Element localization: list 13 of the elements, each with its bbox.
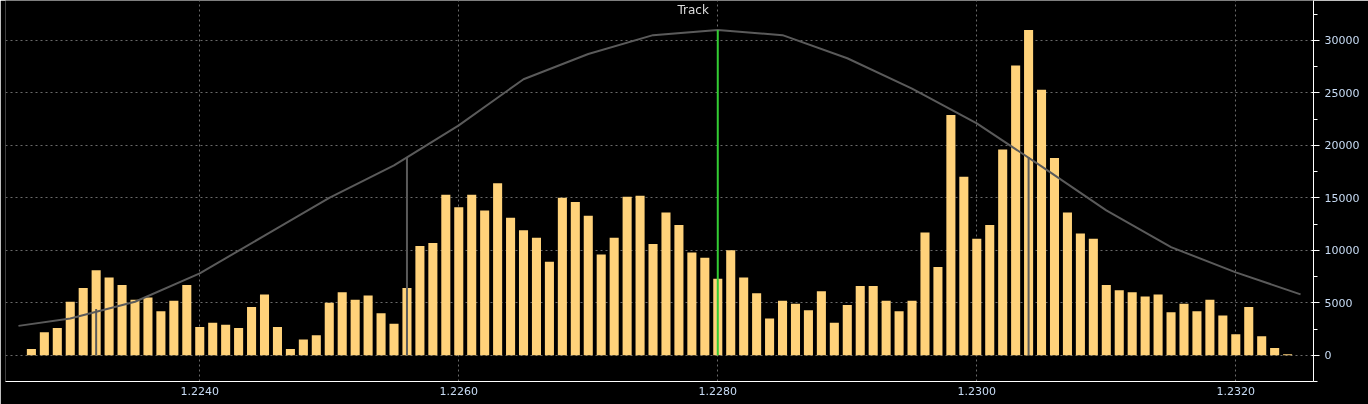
y-tick-label: 5000 (1324, 296, 1353, 310)
x-tick-label: 1.2260 (439, 384, 479, 398)
y-tick-label: 15000 (1324, 191, 1360, 205)
x-tick-label: 1.2320 (1216, 384, 1256, 398)
x-tick-label: 1.2240 (180, 384, 220, 398)
x-tick-label: 1.2280 (698, 384, 738, 398)
x-tick-label: 1.2300 (957, 384, 997, 398)
y-tick-label: 10000 (1324, 244, 1360, 258)
annotation: Track (676, 2, 709, 17)
y-tick-label: 30000 (1324, 34, 1360, 48)
y-tick-label: 20000 (1324, 139, 1360, 153)
y-tick-label: 25000 (1324, 86, 1360, 100)
y-tick-label: 0 (1324, 349, 1332, 363)
